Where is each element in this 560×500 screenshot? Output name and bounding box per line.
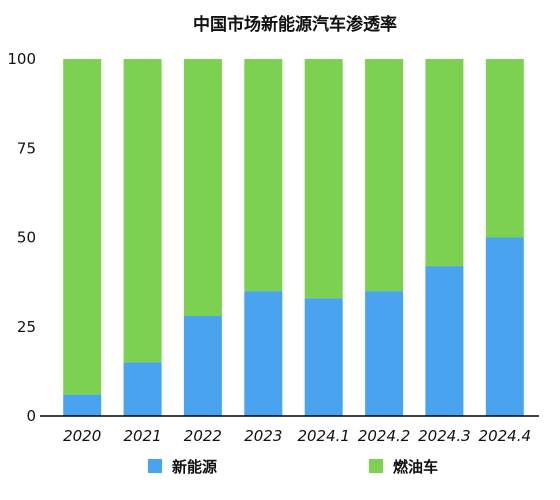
x-axis-ticks: 2020 2021 2022 2023 2024.1 2024.2 2024.3 2024.4 — [63, 427, 531, 445]
legend: 新能源 燃油车 — [148, 458, 438, 476]
x-tick-label: 2024.2 — [358, 427, 411, 445]
bar-segment-series1-5 — [365, 59, 404, 292]
bar-segment-series1-3 — [244, 59, 283, 292]
x-tick-label: 2024.1 — [297, 427, 350, 445]
bar-segment-series0-3 — [244, 291, 283, 416]
bar-segment-series0-0 — [63, 394, 102, 416]
legend-swatch-series0 — [148, 459, 162, 473]
x-tick-label: 2020 — [63, 427, 101, 445]
bar-segment-series1-7 — [485, 59, 524, 238]
bar-segment-series0-1 — [123, 362, 162, 416]
x-tick-label: 2024.4 — [479, 427, 532, 445]
y-tick-label: 50 — [17, 229, 36, 247]
bar-segment-series0-4 — [304, 298, 343, 416]
bar-segment-series0-6 — [425, 266, 464, 416]
y-tick-label: 25 — [17, 318, 36, 336]
bar-segment-series0-2 — [183, 316, 222, 416]
y-tick-label: 100 — [7, 50, 36, 68]
chart-title: 中国市场新能源汽车渗透率 — [193, 14, 397, 35]
bars — [63, 59, 524, 416]
y-tick-label: 75 — [17, 139, 36, 157]
legend-label-series1: 燃油车 — [393, 458, 438, 476]
bar-segment-series1-4 — [304, 59, 343, 299]
x-tick-label: 2021 — [124, 427, 162, 445]
legend-swatch-series1 — [369, 459, 383, 473]
bar-segment-series1-2 — [183, 59, 222, 316]
x-tick-label: 2024.3 — [418, 427, 471, 445]
legend-label-series0: 新能源 — [172, 458, 217, 476]
bar-segment-series0-5 — [365, 291, 404, 416]
bar-segment-series1-6 — [425, 59, 464, 267]
x-tick-label: 2023 — [244, 427, 282, 445]
y-axis-ticks: 0 25 50 75 100 — [7, 50, 36, 425]
bar-segment-series1-0 — [63, 59, 102, 395]
x-tick-label: 2022 — [184, 427, 222, 445]
y-tick-label: 0 — [26, 407, 36, 425]
bar-segment-series1-1 — [123, 59, 162, 363]
bar-segment-series0-7 — [485, 237, 524, 416]
